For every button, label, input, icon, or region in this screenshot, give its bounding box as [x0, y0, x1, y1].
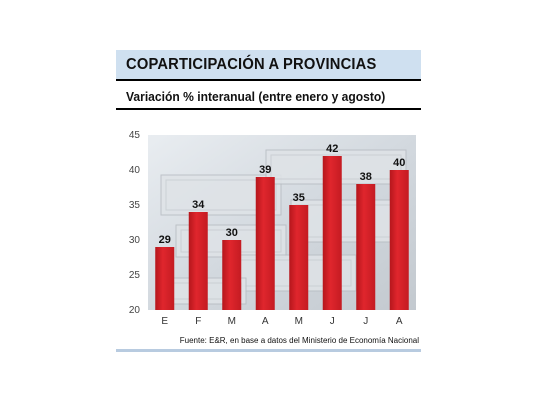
y-axis: 20 25 30 35 40 45: [129, 130, 141, 316]
x-tick-label: M: [228, 316, 236, 327]
bar-chart: 20 25 30 35 40 45 29 34 30 39 35 42 38 40 E F M A M J J A: [129, 130, 416, 327]
bar: [188, 212, 208, 310]
bars: [155, 156, 409, 310]
bar: [255, 177, 275, 310]
bar: [222, 240, 242, 310]
x-tick-label: F: [195, 316, 201, 327]
bar: [289, 205, 309, 310]
chart-title: COPARTICIPACIÓN A PROVINCIAS: [126, 56, 377, 73]
bar: [389, 170, 409, 310]
x-tick-label: J: [330, 316, 335, 327]
bar-value-label: 40: [393, 157, 405, 169]
bar: [155, 247, 175, 310]
data-labels: 29 34 30 39 35 42 38 40: [159, 143, 406, 246]
x-tick-label: A: [262, 316, 269, 327]
bottom-rule: [116, 349, 421, 352]
bar-value-label: 35: [293, 192, 305, 204]
y-tick-label: 40: [129, 165, 141, 176]
y-tick-label: 45: [129, 130, 141, 141]
bar-value-label: 34: [192, 199, 205, 211]
chart-card: COPARTICIPACIÓN A PROVINCIAS Variación %…: [116, 50, 421, 352]
title-bar: COPARTICIPACIÓN A PROVINCIAS: [116, 50, 421, 81]
bar-value-label: 39: [259, 164, 271, 176]
bar: [322, 156, 342, 310]
bar-value-label: 38: [360, 171, 372, 183]
x-tick-label: E: [161, 316, 168, 327]
y-tick-label: 25: [129, 270, 141, 281]
banknote-border: [165, 179, 277, 211]
bar-value-label: 29: [159, 234, 171, 246]
bar-value-label: 30: [226, 227, 238, 239]
subtitle-divider: [116, 108, 421, 110]
chart-subtitle: Variación % interanual (entre enero y ag…: [126, 89, 386, 104]
banknote-background: [148, 135, 416, 310]
x-tick-label: M: [295, 316, 303, 327]
x-tick-label: J: [363, 316, 368, 327]
y-tick-label: 35: [129, 200, 141, 211]
bar: [356, 184, 376, 310]
y-tick-label: 30: [129, 235, 141, 246]
x-tick-label: A: [396, 316, 403, 327]
bar-value-label: 42: [326, 143, 338, 155]
y-tick-label: 20: [129, 305, 141, 316]
source-note: Fuente: E&R, en base a datos del Ministe…: [179, 336, 419, 345]
